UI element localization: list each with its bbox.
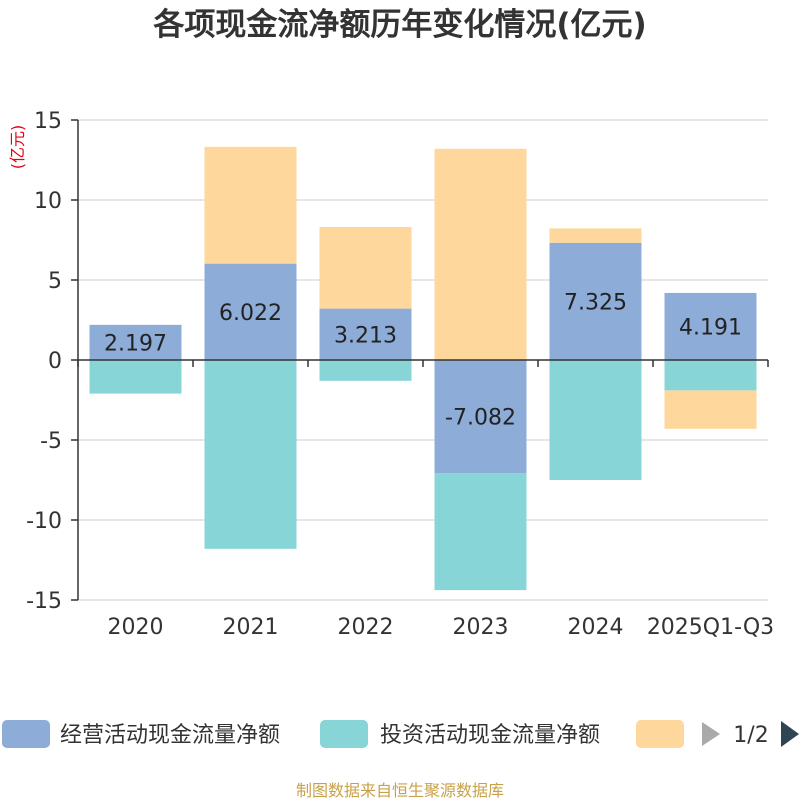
bar-series-0-2021[interactable] [204,263,297,360]
axes [71,119,769,601]
x-tick-label: 2025Q1-Q3 [647,615,774,640]
legend-item-financing[interactable] [636,720,684,748]
legend-item-operating[interactable]: 经营活动现金流量净额 [2,720,280,748]
legend-swatch-investing [320,720,368,748]
x-tick-label: 2023 [453,615,509,640]
data-label: 3.213 [334,323,397,348]
data-source-footer: 制图数据来自恒生聚源数据库 [296,781,504,800]
bar-series-2-2021[interactable] [204,146,297,264]
x-tick-label: 2024 [568,615,624,640]
bar-series-2-2024[interactable] [549,228,642,243]
legend-label-investing: 投资活动现金流量净额 [380,723,600,748]
bar-series-1-2021[interactable] [204,360,297,549]
y-tick-label: 5 [48,269,62,294]
y-tick-label: -5 [40,429,62,454]
y-tick-label: 15 [34,109,62,134]
y-tick-label: 10 [34,189,62,214]
bar-series-1-2022[interactable] [319,360,412,381]
legend-label-operating: 经营活动现金流量净额 [60,723,280,748]
bar-series-0-2024[interactable] [549,242,642,360]
y-axis-unit: (亿元) [8,125,27,170]
data-label: -7.082 [445,406,516,431]
bar-series-2-2025Q1-Q3[interactable] [664,390,757,429]
bar-series-0-2023[interactable] [434,360,527,474]
x-tick-label: 2022 [338,615,394,640]
bar-series-0-2022[interactable] [319,308,412,360]
x-tick-label: 2020 [108,615,164,640]
legend-swatch-financing [636,720,684,748]
y-tick-label: -10 [26,509,62,534]
bars [89,146,757,591]
legend-item-investing[interactable]: 投资活动现金流量净额 [320,720,600,748]
bar-series-1-2024[interactable] [549,360,642,480]
bar-series-0-2025Q1-Q3[interactable] [664,292,757,360]
legend-next-page-icon[interactable] [781,721,799,747]
legend: 经营活动现金流量净额 投资活动现金流量净额 1/2 [2,720,799,748]
legend-swatch-operating [2,720,50,748]
data-label: 4.191 [679,315,742,340]
y-tick-label: -15 [26,589,62,614]
x-tick-labels: 2020 2021 2022 2023 2024 2025Q1-Q3 [108,615,775,640]
data-labels: 2.197 6.022 3.213 -7.082 7.325 4.191 [104,290,742,430]
bar-series-1-2025Q1-Q3[interactable] [664,360,757,391]
bar-series-1-2020[interactable] [89,360,182,394]
data-label: 6.022 [219,301,282,326]
bar-series-2-2022[interactable] [319,226,412,309]
legend-page-indicator: 1/2 [733,723,768,748]
bar-series-1-2023[interactable] [434,473,527,591]
y-tick-label: 0 [48,349,62,374]
legend-prev-page-icon[interactable] [702,722,720,746]
data-label: 2.197 [104,331,167,356]
x-tick-label: 2021 [223,615,279,640]
bar-series-0-2020[interactable] [89,324,182,360]
data-label: 7.325 [564,290,627,315]
y-tick-labels: 15 10 5 0 -5 -10 -15 [26,109,62,614]
bar-series-2-2023[interactable] [434,148,527,360]
chart-title: 各项现金流净额历年变化情况(亿元) [152,7,646,43]
